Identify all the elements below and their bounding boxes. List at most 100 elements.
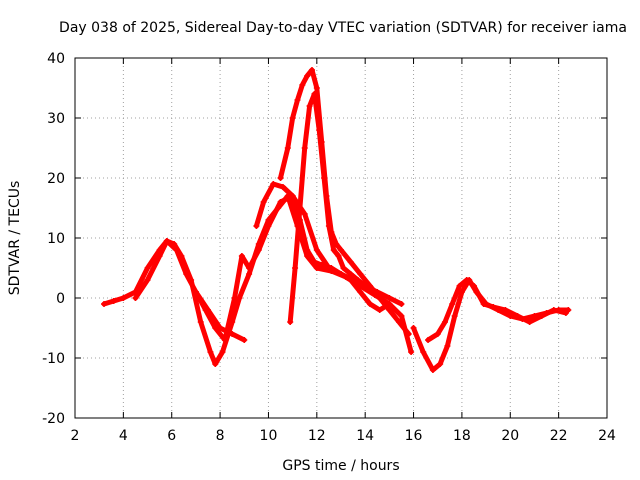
data-point-marker — [386, 295, 393, 301]
data-point-marker — [444, 343, 451, 349]
x-axis-label: GPS time / hours — [282, 458, 399, 474]
grid — [75, 58, 607, 418]
x-tick-label: 2 — [71, 428, 80, 444]
data-point-marker — [296, 205, 303, 211]
data-point-marker — [313, 247, 320, 253]
data-point-marker — [340, 265, 347, 271]
data-point-marker — [550, 307, 557, 313]
data-point-marker — [502, 307, 509, 313]
data-point-marker — [437, 361, 444, 367]
data-point-marker — [425, 337, 432, 343]
data-point-marker — [354, 277, 361, 283]
data-point-marker — [260, 199, 267, 205]
data-point-marker — [238, 253, 245, 259]
x-tick-label: 4 — [119, 428, 128, 444]
data-point-marker — [253, 223, 260, 229]
data-point-marker — [480, 301, 487, 307]
y-tick-label: -10 — [42, 351, 65, 367]
data-point-marker — [338, 247, 344, 253]
data-point-marker — [357, 289, 364, 295]
data-point-marker — [311, 91, 318, 97]
data-point-marker — [304, 73, 311, 79]
chart-title: Day 038 of 2025, Sidereal Day-to-day VTE… — [59, 20, 627, 36]
data-point-marker — [221, 337, 228, 343]
data-point-marker — [294, 97, 301, 103]
data-point-marker — [514, 313, 521, 319]
data-point-marker — [173, 247, 180, 253]
data-point-marker — [144, 265, 151, 271]
x-tick-label: 16 — [405, 428, 423, 444]
data-point-marker — [538, 313, 545, 319]
data-point-marker — [451, 313, 458, 319]
data-point-marker — [277, 175, 284, 181]
data-point-marker — [156, 253, 163, 259]
data-point-marker — [456, 283, 463, 289]
series-line-satellite-c — [253, 181, 392, 313]
data-point-marker — [304, 247, 311, 253]
data-point-marker — [338, 271, 344, 277]
data-point-marker — [120, 295, 127, 301]
data-point-marker — [335, 253, 342, 259]
x-tick-label: 18 — [453, 428, 471, 444]
data-point-marker — [205, 307, 211, 313]
data-point-marker — [313, 85, 320, 91]
data-point-marker — [308, 67, 315, 73]
data-point-marker — [347, 259, 354, 265]
data-point-marker — [405, 331, 412, 337]
data-point-marker — [441, 319, 448, 325]
data-point-marker — [229, 331, 236, 337]
y-tick-label: 20 — [47, 171, 65, 187]
y-tick-label: 30 — [47, 111, 65, 127]
data-point-marker — [562, 310, 569, 316]
y-tick-label: 40 — [47, 51, 65, 67]
data-point-marker — [301, 145, 308, 151]
data-point-marker — [362, 283, 369, 289]
data-point-marker — [410, 325, 417, 331]
data-point-marker — [101, 301, 108, 307]
data-point-marker — [396, 319, 403, 325]
data-point-marker — [376, 307, 383, 313]
y-tick-label: 0 — [56, 291, 65, 307]
data-point-marker — [132, 295, 139, 301]
data-point-marker — [279, 184, 286, 190]
data-point-marker — [316, 127, 323, 133]
data-point-marker — [318, 262, 325, 268]
data-point-marker — [325, 223, 332, 229]
data-point-marker — [420, 349, 427, 355]
data-point-marker — [246, 265, 253, 271]
x-axis: 2 4 6 8 10 12 14 16 18 20 22 24 — [71, 58, 616, 444]
series-group — [101, 67, 572, 373]
data-point-marker — [289, 193, 296, 199]
x-tick-label: 10 — [260, 428, 278, 444]
data-point-marker — [526, 319, 533, 325]
data-point-marker — [284, 145, 291, 151]
data-point-marker — [311, 259, 318, 265]
x-tick-label: 12 — [308, 428, 326, 444]
data-point-marker — [246, 271, 253, 277]
x-tick-label: 6 — [167, 428, 176, 444]
data-point-marker — [192, 289, 199, 295]
y-tick-label: 10 — [47, 231, 65, 247]
data-point-marker — [265, 223, 272, 229]
data-point-marker — [408, 349, 415, 355]
data-point-marker — [328, 265, 335, 271]
data-point-marker — [197, 319, 204, 325]
data-point-marker — [183, 271, 190, 277]
data-point-marker — [163, 238, 170, 244]
data-point-marker — [367, 301, 374, 307]
x-tick-label: 8 — [216, 428, 225, 444]
data-point-marker — [277, 199, 284, 205]
data-point-marker — [434, 331, 441, 337]
x-tick-label: 24 — [598, 428, 616, 444]
data-point-marker — [255, 247, 262, 253]
data-point-marker — [292, 265, 299, 271]
data-point-marker — [398, 301, 405, 307]
data-point-marker — [330, 247, 337, 253]
data-point-marker — [321, 175, 328, 181]
data-point-marker — [347, 277, 354, 283]
data-point-marker — [270, 181, 277, 187]
x-tick-label: 14 — [356, 428, 374, 444]
data-point-marker — [463, 277, 470, 283]
data-point-marker — [449, 301, 456, 307]
